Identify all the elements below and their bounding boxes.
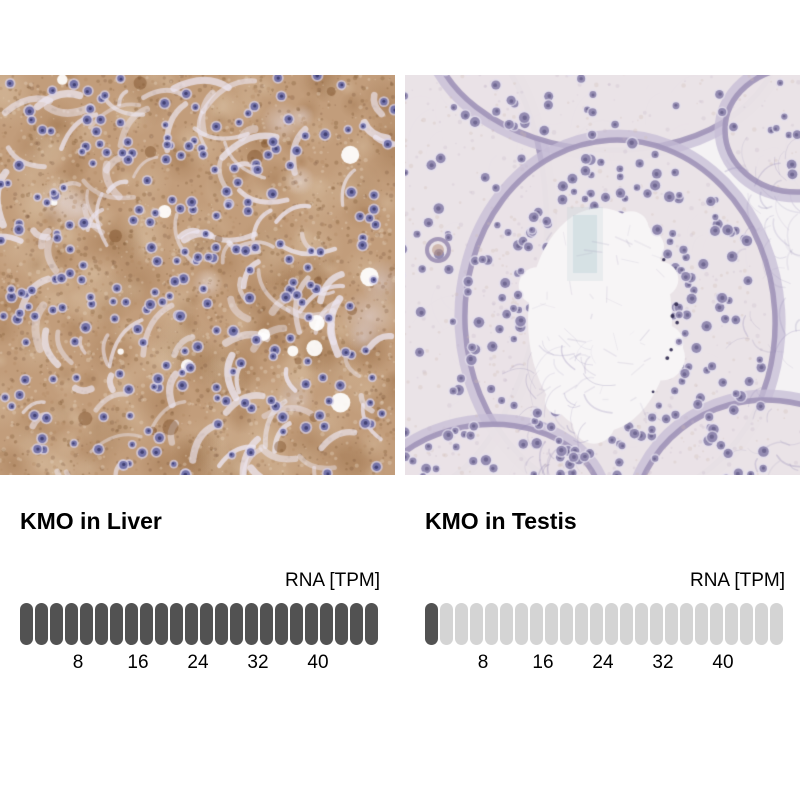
tpm-dot xyxy=(20,603,33,645)
tpm-axis-tick: 16 xyxy=(127,652,149,673)
tpm-dot xyxy=(185,603,198,645)
tpm-axis-tick: 8 xyxy=(72,652,84,673)
tpm-dot xyxy=(35,603,48,645)
tpm-dot xyxy=(230,603,243,645)
tpm-dot xyxy=(485,603,498,645)
tpm-dot-strip-liver xyxy=(20,603,378,645)
tpm-dot xyxy=(95,603,108,645)
tpm-dot xyxy=(545,603,558,645)
tpm-dot xyxy=(665,603,678,645)
tpm-dot xyxy=(455,603,468,645)
tpm-dot xyxy=(710,603,723,645)
tpm-dot xyxy=(470,603,483,645)
tpm-dot-strip-testis xyxy=(425,603,783,645)
tpm-dot xyxy=(260,603,273,645)
panel-liver: KMO in Liver RNA [TPM] 8 16 24 32 40 xyxy=(0,0,395,800)
tpm-dot xyxy=(155,603,168,645)
tpm-axis-ticks-testis: 8 16 24 32 40 xyxy=(425,652,783,676)
panel-title-testis: KMO in Testis xyxy=(425,508,577,534)
tpm-dot xyxy=(350,603,363,645)
tpm-dot xyxy=(515,603,528,645)
tpm-axis-tick: 32 xyxy=(247,652,269,673)
tpm-dot xyxy=(590,603,603,645)
tpm-dot xyxy=(215,603,228,645)
tpm-axis-tick: 24 xyxy=(187,652,209,673)
liver-ihc-image xyxy=(0,75,395,475)
tpm-dot xyxy=(140,603,153,645)
panel-testis: KMO in Testis RNA [TPM] 8 16 24 32 40 xyxy=(405,0,800,800)
tpm-dot xyxy=(245,603,258,645)
tpm-dot xyxy=(620,603,633,645)
tpm-dot xyxy=(560,603,573,645)
tpm-dot xyxy=(200,603,213,645)
tpm-dot xyxy=(635,603,648,645)
tpm-dot xyxy=(65,603,78,645)
tpm-axis-tick: 8 xyxy=(477,652,489,673)
tpm-axis-tick: 16 xyxy=(532,652,554,673)
rna-tpm-label-testis: RNA [TPM] xyxy=(689,570,785,591)
tpm-axis-tick: 32 xyxy=(652,652,674,673)
tpm-axis-tick: 40 xyxy=(307,652,329,673)
tpm-dot xyxy=(725,603,738,645)
tpm-dot xyxy=(770,603,783,645)
tpm-dot xyxy=(740,603,753,645)
tpm-dot xyxy=(440,603,453,645)
tpm-dot xyxy=(575,603,588,645)
tpm-dot xyxy=(650,603,663,645)
tpm-axis-ticks-liver: 8 16 24 32 40 xyxy=(20,652,378,676)
tpm-dot xyxy=(50,603,63,645)
tpm-dot xyxy=(125,603,138,645)
tpm-dot xyxy=(80,603,93,645)
tpm-dot xyxy=(170,603,183,645)
tpm-dot xyxy=(605,603,618,645)
panel-title-liver: KMO in Liver xyxy=(20,508,162,534)
tpm-dot xyxy=(275,603,288,645)
tpm-axis-tick: 40 xyxy=(712,652,734,673)
tpm-dot xyxy=(695,603,708,645)
tpm-dot xyxy=(110,603,123,645)
rna-tpm-label-liver: RNA [TPM] xyxy=(284,570,380,591)
testis-ihc-image xyxy=(405,75,800,475)
tpm-dot xyxy=(305,603,318,645)
tpm-dot xyxy=(530,603,543,645)
tpm-dot xyxy=(500,603,513,645)
tpm-dot xyxy=(425,603,438,645)
tpm-dot xyxy=(755,603,768,645)
tpm-dot xyxy=(335,603,348,645)
tpm-dot xyxy=(680,603,693,645)
tpm-dot xyxy=(365,603,378,645)
tpm-axis-tick: 24 xyxy=(592,652,614,673)
tpm-dot xyxy=(320,603,333,645)
tpm-dot xyxy=(290,603,303,645)
